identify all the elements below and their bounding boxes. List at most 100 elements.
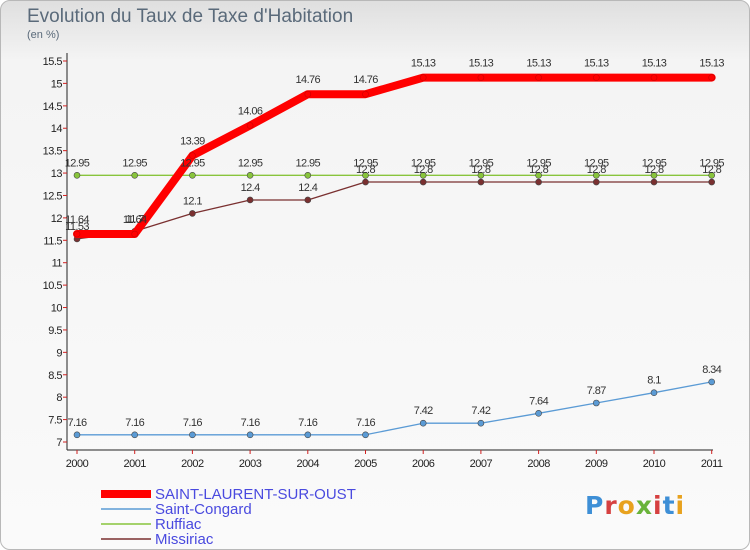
data-point-1	[535, 410, 542, 417]
data-point-1	[246, 431, 254, 439]
chart-unit-label: (en %)	[27, 29, 60, 41]
data-point-1	[304, 431, 312, 439]
data-point-1	[708, 378, 716, 386]
y-tick-label: 12	[51, 213, 63, 225]
y-tick-label: 13	[51, 168, 63, 180]
x-tick-label: 2001	[123, 458, 146, 470]
data-point-3	[362, 178, 369, 186]
data-point-2	[477, 172, 485, 179]
data-label-0: 15.13	[469, 58, 494, 70]
y-tick-label: 13.5	[43, 146, 63, 158]
data-point-3	[419, 178, 427, 186]
data-point-3	[189, 210, 196, 217]
data-point-3	[477, 178, 485, 186]
data-point-3	[592, 178, 600, 186]
data-point-1	[592, 399, 600, 407]
y-tick-label: 10	[51, 303, 63, 315]
data-label-0: 11.64	[65, 214, 89, 226]
y-tick-label: 8.5	[48, 370, 62, 382]
legend-label-2: Ruffiac	[155, 516, 202, 533]
data-point-3	[304, 196, 312, 204]
data-label-3: 12.4	[298, 182, 317, 194]
data-label-3: 12.1	[183, 195, 202, 207]
series-line-1	[76, 381, 713, 436]
data-point-0	[535, 74, 542, 81]
data-label-2: 12.95	[699, 157, 724, 169]
y-tick-label: 8	[56, 392, 62, 404]
data-point-2	[650, 172, 658, 179]
legend-label-1: Saint-Congard	[155, 501, 252, 518]
data-label-0: 11.64	[123, 214, 147, 226]
data-label-2: 12.95	[180, 157, 205, 169]
data-point-0	[189, 152, 196, 159]
y-tick-label: 15.5	[43, 56, 63, 68]
data-point-2	[131, 172, 138, 179]
data-label-1: 7.16	[298, 417, 317, 429]
data-label-0: 15.13	[699, 58, 724, 70]
data-label-3: 11.7	[126, 213, 145, 225]
data-label-3: 12.8	[356, 164, 375, 176]
data-label-2: 12.95	[469, 157, 494, 169]
data-label-2: 12.95	[353, 157, 378, 169]
x-tick-label: 2006	[412, 458, 435, 470]
data-point-0	[362, 90, 369, 98]
data-point-3	[535, 178, 542, 186]
data-point-2	[708, 172, 716, 179]
data-point-0	[708, 74, 716, 81]
y-tick-label: 10.5	[43, 280, 63, 292]
data-point-2	[592, 172, 600, 179]
data-label-1: 7.16	[241, 417, 260, 429]
data-label-2: 12.95	[411, 157, 436, 169]
data-point-0	[419, 74, 427, 81]
data-label-1: 7.42	[414, 405, 433, 417]
data-label-2: 12.95	[122, 157, 147, 169]
data-label-0: 15.13	[526, 58, 551, 70]
data-point-2	[419, 172, 427, 179]
data-point-0	[650, 74, 658, 81]
y-tick-label: 9	[56, 347, 62, 359]
data-point-2	[362, 172, 369, 179]
data-point-2	[535, 172, 542, 179]
data-label-0: 14.06	[238, 106, 263, 118]
data-point-3	[246, 196, 254, 204]
legend-label-0: SAINT-LAURENT-SUR-OUST	[155, 486, 356, 503]
data-point-1	[189, 431, 196, 439]
data-label-0: 15.13	[642, 58, 667, 70]
data-point-2	[189, 172, 196, 179]
data-label-3: 12.8	[644, 164, 663, 176]
data-point-0	[73, 230, 81, 238]
x-tick-label: 2004	[297, 458, 320, 470]
data-point-1	[419, 419, 427, 427]
data-point-0	[131, 230, 138, 238]
y-tick-label: 15	[51, 78, 63, 90]
y-tick-label: 11.5	[43, 235, 62, 247]
data-label-3: 12.8	[471, 164, 490, 176]
chart-title: Evolution du Taux de Taxe d'Habitation	[27, 6, 354, 27]
y-tick-label: 12.5	[43, 190, 63, 202]
x-tick-label: 2002	[181, 458, 204, 470]
data-label-1: 7.87	[587, 385, 606, 397]
data-point-2	[304, 172, 312, 179]
data-label-3: 12.8	[702, 164, 721, 176]
data-point-3	[708, 178, 716, 186]
y-tick-label: 9.5	[48, 325, 62, 337]
x-tick-label: 2000	[66, 458, 89, 470]
data-point-3	[650, 178, 658, 186]
data-point-1	[131, 431, 138, 439]
data-label-3: 12.4	[241, 182, 260, 194]
data-label-1: 7.64	[529, 395, 548, 407]
data-label-1: 7.16	[67, 417, 86, 429]
x-tick-label: 2007	[470, 458, 493, 470]
data-label-2: 12.95	[642, 157, 667, 169]
data-point-0	[304, 90, 312, 98]
data-label-0: 14.76	[296, 74, 321, 86]
x-tick-label: 2010	[643, 458, 666, 470]
data-point-1	[73, 431, 81, 439]
data-label-0: 15.13	[584, 58, 609, 70]
x-tick-label: 2003	[239, 458, 262, 470]
data-label-2: 12.95	[584, 157, 609, 169]
data-point-0	[477, 74, 485, 81]
data-label-1: 7.16	[125, 417, 144, 429]
